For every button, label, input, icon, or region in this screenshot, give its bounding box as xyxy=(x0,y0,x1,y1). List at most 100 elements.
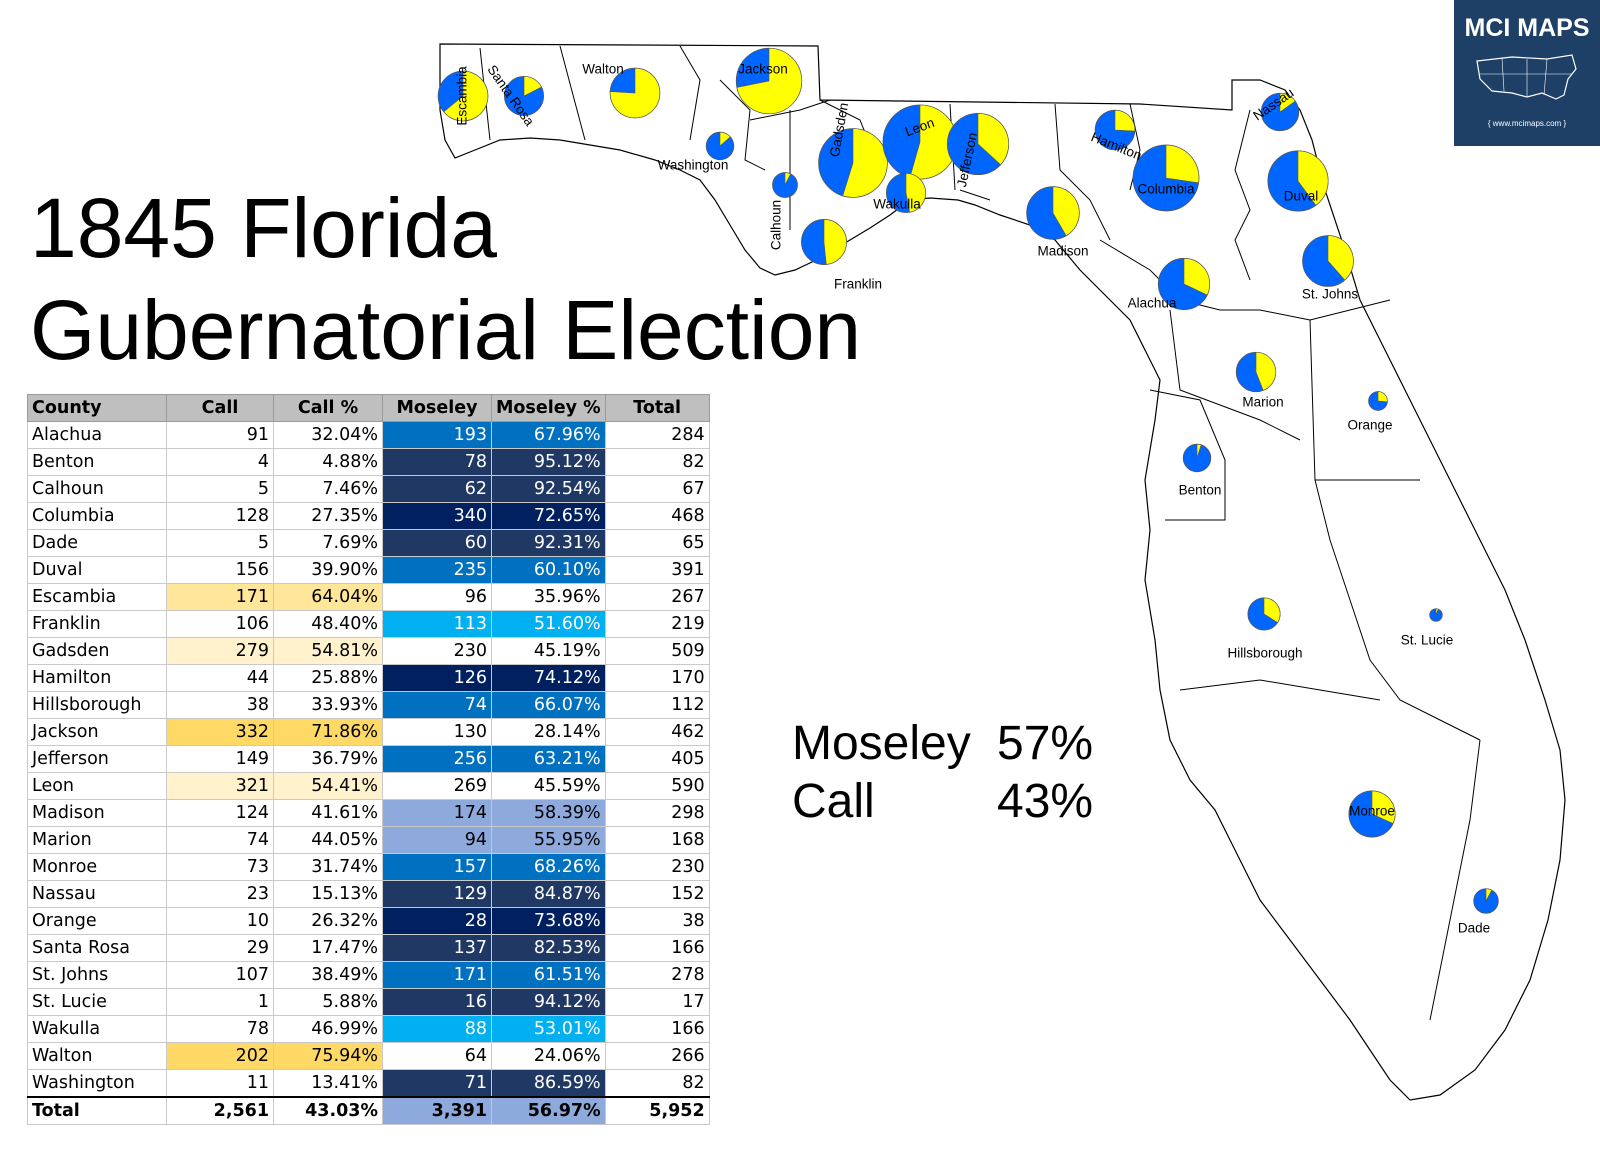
pie-nassau xyxy=(1260,92,1300,132)
cell-county: Dade xyxy=(27,529,167,557)
pie-columbia xyxy=(1132,144,1200,212)
cell-moseley-pct: 67.96% xyxy=(491,421,606,449)
pie-alachua xyxy=(1157,257,1211,311)
cell-call: 321 xyxy=(166,772,274,800)
pie-slice-call xyxy=(736,47,803,115)
cell-moseley-pct: 72.65% xyxy=(491,502,606,530)
pie-monroe xyxy=(1348,790,1396,838)
cell-county: Duval xyxy=(27,556,167,584)
table-row: Duval 156 39.90% 235 60.10% 391 xyxy=(27,556,710,584)
pie-slice-call xyxy=(1485,888,1493,902)
cell-moseley: 171 xyxy=(382,961,492,989)
table-row: Dade 5 7.69% 60 92.31% 65 xyxy=(27,529,710,557)
cell-moseley: 126 xyxy=(382,664,492,692)
cell-county: Santa Rosa xyxy=(27,934,167,962)
cell-call: 38 xyxy=(166,691,274,719)
cell-moseley: 16 xyxy=(382,988,492,1016)
pie-jefferson xyxy=(946,112,1010,176)
cell-call: 23 xyxy=(166,880,274,908)
cell-call: 279 xyxy=(166,637,274,665)
pie-slice-call xyxy=(1052,186,1080,237)
table-row: St. Lucie 1 5.88% 16 94.12% 17 xyxy=(27,988,710,1016)
pie-slice-call xyxy=(1377,391,1388,403)
county-label: Escambia xyxy=(455,66,470,126)
cell-moseley: 129 xyxy=(382,880,492,908)
cell-moseley-pct: 55.95% xyxy=(491,826,606,854)
cell-total: 67 xyxy=(604,475,710,503)
cell-call: 10 xyxy=(166,907,274,935)
cell-county: Franklin xyxy=(27,610,167,638)
cell-call: 11 xyxy=(166,1069,274,1098)
cell-county: Escambia xyxy=(27,583,167,611)
cell-total: 405 xyxy=(604,745,710,773)
cell-total: 5,952 xyxy=(604,1096,710,1125)
cell-total: 266 xyxy=(604,1042,710,1070)
cell-call: 73 xyxy=(166,853,274,881)
cell-county: Jackson xyxy=(27,718,167,746)
cell-moseley-pct: 35.96% xyxy=(491,583,606,611)
cell-county: Madison xyxy=(27,799,167,827)
cell-moseley-pct: 45.59% xyxy=(491,772,606,800)
pie-slice-call xyxy=(1255,351,1276,391)
table-row: Washington 11 13.41% 71 86.59% 82 xyxy=(27,1069,710,1098)
pie-dade xyxy=(1473,888,1499,914)
us-map-icon xyxy=(1476,54,1577,100)
county-label: St. Lucie xyxy=(1401,633,1454,648)
pie-walton xyxy=(609,67,661,119)
cell-call: 106 xyxy=(166,610,274,638)
cell-total: 391 xyxy=(604,556,710,584)
pie-slice-call xyxy=(1297,150,1329,206)
header-total: Total xyxy=(604,394,710,422)
pie-st-lucie xyxy=(1429,608,1443,622)
summary-call-label: Call xyxy=(792,775,875,828)
pie-franklin xyxy=(801,219,847,265)
cell-county: Hillsborough xyxy=(27,691,167,719)
table-row: Franklin 106 48.40% 113 51.60% 219 xyxy=(27,610,710,638)
county-label: Madison xyxy=(1037,244,1088,259)
cell-call-pct: 32.04% xyxy=(273,421,383,449)
pie-washington xyxy=(705,131,735,161)
cell-call-pct: 43.03% xyxy=(273,1096,383,1125)
pie-slice-call xyxy=(1196,443,1202,459)
cell-total: 166 xyxy=(604,934,710,962)
cell-county: Washington xyxy=(27,1069,167,1098)
county-label: Dade xyxy=(1458,921,1490,936)
cell-call-pct: 54.41% xyxy=(273,772,383,800)
cell-moseley-pct: 45.19% xyxy=(491,637,606,665)
cell-call-pct: 38.49% xyxy=(273,961,383,989)
cell-moseley-pct: 24.06% xyxy=(491,1042,606,1070)
pie-hamilton xyxy=(1094,109,1136,151)
pie-slice-call xyxy=(523,76,542,97)
logo-url: { www.mcimaps.com } xyxy=(1487,119,1567,128)
summary-call: Call 43% xyxy=(792,775,1093,828)
pie-slice-call xyxy=(842,128,888,198)
cell-call: 128 xyxy=(166,502,274,530)
cell-call: 124 xyxy=(166,799,274,827)
county-pies xyxy=(437,47,1499,914)
cell-moseley: 340 xyxy=(382,502,492,530)
table-row: Marion 74 44.05% 94 55.95% 168 xyxy=(27,826,710,854)
pie-slice-call xyxy=(1114,109,1136,132)
cell-moseley-pct: 84.87% xyxy=(491,880,606,908)
cell-call: 202 xyxy=(166,1042,274,1070)
cell-moseley: 71 xyxy=(382,1069,492,1098)
cell-call-pct: 27.35% xyxy=(273,502,383,530)
cell-moseley: 94 xyxy=(382,826,492,854)
pie-slice-call xyxy=(905,173,926,213)
cell-moseley: 269 xyxy=(382,772,492,800)
cell-moseley: 88 xyxy=(382,1015,492,1043)
cell-moseley: 62 xyxy=(382,475,492,503)
table-row: Alachua 91 32.04% 193 67.96% 284 xyxy=(27,421,710,449)
cell-total: 230 xyxy=(604,853,710,881)
cell-total: 65 xyxy=(604,529,710,557)
table-total-row: Total 2,561 43.03% 3,391 56.97% 5,952 xyxy=(27,1096,710,1125)
pie-slice-call xyxy=(1263,597,1281,623)
cell-total: 112 xyxy=(604,691,710,719)
county-label: Wakulla xyxy=(873,197,921,212)
cell-call-pct: 25.88% xyxy=(273,664,383,692)
table-row: Wakulla 78 46.99% 88 53.01% 166 xyxy=(27,1015,710,1043)
cell-call-pct: 46.99% xyxy=(273,1015,383,1043)
cell-moseley: 3,391 xyxy=(382,1096,492,1125)
cell-call-pct: 4.88% xyxy=(273,448,383,476)
summary-moseley-label: Moseley xyxy=(792,717,971,770)
